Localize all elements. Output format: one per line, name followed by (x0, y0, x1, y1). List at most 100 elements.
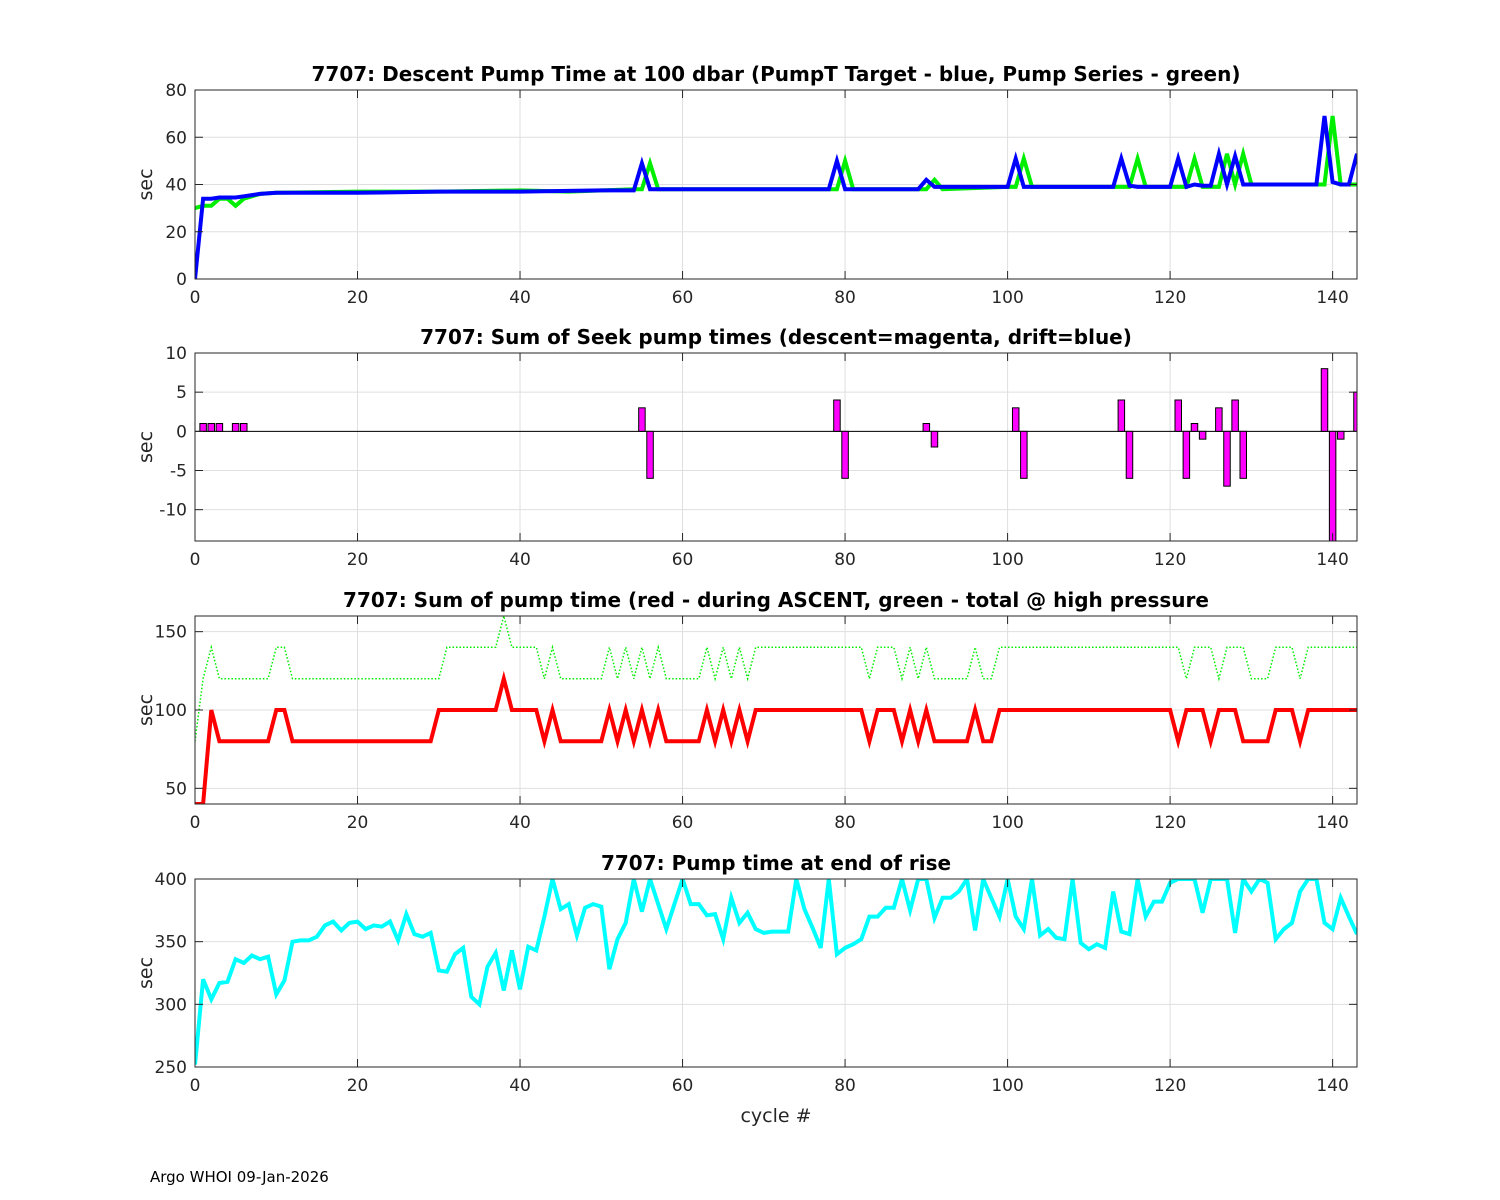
x-tick-label: 100 (991, 550, 1023, 570)
y-tick-label: 10 (165, 344, 187, 364)
x-tick-label: 40 (509, 813, 531, 833)
chart-panel-2: 0 20 40 60 80 100 120 140 -10 -5 0 5 10 7707: Sum of … (135, 325, 1358, 570)
x-tick-label: 100 (991, 813, 1023, 833)
x-tick-label: 0 (190, 288, 201, 308)
x-tick-label: 0 (190, 1076, 201, 1096)
chart-panel-1: 0 20 40 60 80 100 120 140 0 20 40 60 80 7707: Descent… (135, 62, 1358, 308)
x-tick-label: 140 (1316, 288, 1348, 308)
series-line-pumpt-target (195, 115, 1357, 279)
axes-frame (194, 878, 1358, 1068)
y-axis-label: sec (135, 168, 157, 200)
x-tick-label: 140 (1316, 550, 1348, 570)
y-tick-label: 400 (155, 870, 187, 890)
y-tick-label: 0 (176, 270, 187, 290)
y-tick-label: 80 (165, 81, 187, 101)
bar-cycle-6 (240, 423, 248, 432)
x-tick-label: 80 (834, 1076, 856, 1096)
bar-cycle-115 (1125, 430, 1134, 479)
y-tick-label: 50 (165, 779, 187, 799)
bar-cycle-80 (841, 430, 849, 479)
x-tick-label: 100 (991, 288, 1023, 308)
y-tick-label: 40 (165, 176, 187, 196)
bar-cycle-2 (207, 423, 216, 432)
y-tick-label: -5 (170, 462, 187, 482)
bar-cycle-79 (833, 399, 841, 432)
y-axis-label: sec (135, 694, 157, 726)
x-tick-label: 120 (1154, 813, 1186, 833)
bar-cycle-102 (1020, 430, 1028, 479)
bar-cycle-121 (1174, 399, 1182, 432)
bar-cycle-5 (231, 423, 240, 432)
y-tick-label: 150 (155, 623, 187, 643)
y-tick-label: 5 (176, 383, 187, 403)
bar-cycle-127 (1223, 430, 1231, 487)
bar-cycle-114 (1117, 399, 1126, 432)
x-axis-label: cycle # (740, 1105, 811, 1127)
x-tick-label: 60 (672, 1076, 694, 1096)
x-tick-label: 100 (991, 1076, 1023, 1096)
series-group (195, 115, 1357, 279)
y-tick-label: 20 (165, 223, 187, 243)
axes-frame (194, 352, 1358, 542)
y-tick-label: 350 (155, 933, 187, 953)
x-tick-label: 140 (1316, 1076, 1348, 1096)
x-tick-label: 20 (347, 1076, 369, 1096)
bar-cycle-128 (1231, 399, 1239, 432)
bar-cycle-124 (1198, 430, 1207, 440)
series-group (195, 616, 1357, 804)
bar-cycle-55 (638, 407, 646, 432)
x-tick-label: 140 (1316, 813, 1348, 833)
bar-cycle-139 (1320, 368, 1329, 432)
y-tick-label: -10 (159, 501, 187, 521)
bar-cycle-101 (1011, 407, 1020, 432)
bar-cycle-123 (1190, 423, 1199, 432)
chart-title: 7707: Descent Pump Time at 100 dbar (Pum… (312, 62, 1241, 86)
series-line-total-high-pressure (195, 616, 1357, 742)
x-tick-label: 80 (834, 813, 856, 833)
chart-title: 7707: Sum of Seek pump times (descent=ma… (420, 325, 1132, 349)
series-group (195, 368, 1357, 541)
y-tick-label: 300 (155, 995, 187, 1015)
x-tick-label: 20 (347, 813, 369, 833)
y-tick-label: 60 (165, 128, 187, 148)
x-tick-label: 60 (672, 288, 694, 308)
y-tick-label: 0 (176, 422, 187, 442)
bar-cycle-56 (646, 430, 654, 479)
x-tick-label: 80 (834, 550, 856, 570)
series-line-pump-time-at-end-of-rise (195, 879, 1357, 1065)
x-tick-label: 0 (190, 813, 201, 833)
series-group (195, 879, 1357, 1065)
bar-cycle-129 (1239, 430, 1247, 479)
x-tick-label: 40 (509, 288, 531, 308)
chart-title: 7707: Pump time at end of rise (601, 851, 951, 875)
x-tick-label: 80 (834, 288, 856, 308)
y-axis-label: sec (135, 957, 157, 989)
bar-cycle-1 (199, 423, 207, 432)
y-tick-label: 250 (155, 1058, 187, 1078)
x-tick-label: 60 (672, 813, 694, 833)
chart-panel-4: 0 20 40 60 80 100 120 140 250 300 350 400 7707: Pump… (135, 851, 1358, 1127)
x-tick-label: 0 (190, 550, 201, 570)
x-tick-label: 40 (509, 1076, 531, 1096)
x-tick-label: 120 (1154, 550, 1186, 570)
bar-cycle-91 (930, 430, 939, 448)
footer-credit: Argo WHOI 09-Jan-2026 (150, 1168, 329, 1186)
bar-cycle-141 (1336, 430, 1345, 440)
x-tick-label: 120 (1154, 288, 1186, 308)
bar-cycle-90 (922, 423, 931, 432)
x-tick-label: 60 (672, 550, 694, 570)
x-tick-label: 20 (347, 288, 369, 308)
chart-panel-3: 0 20 40 60 80 100 120 140 50 100 150 7707: Sum of p… (135, 588, 1358, 833)
x-tick-label: 120 (1154, 1076, 1186, 1096)
x-tick-label: 20 (347, 550, 369, 570)
x-tick-label: 40 (509, 550, 531, 570)
bar-cycle-3 (215, 423, 224, 432)
bar-cycle-122 (1182, 430, 1191, 479)
y-axis-label: sec (135, 431, 157, 463)
bar-cycle-140 (1328, 430, 1337, 541)
chart-title: 7707: Sum of pump time (red - during ASC… (343, 588, 1209, 612)
y-tick-label: 100 (155, 701, 187, 721)
series-line-during-ascent (195, 670, 1357, 804)
plot-area (195, 879, 1357, 1067)
